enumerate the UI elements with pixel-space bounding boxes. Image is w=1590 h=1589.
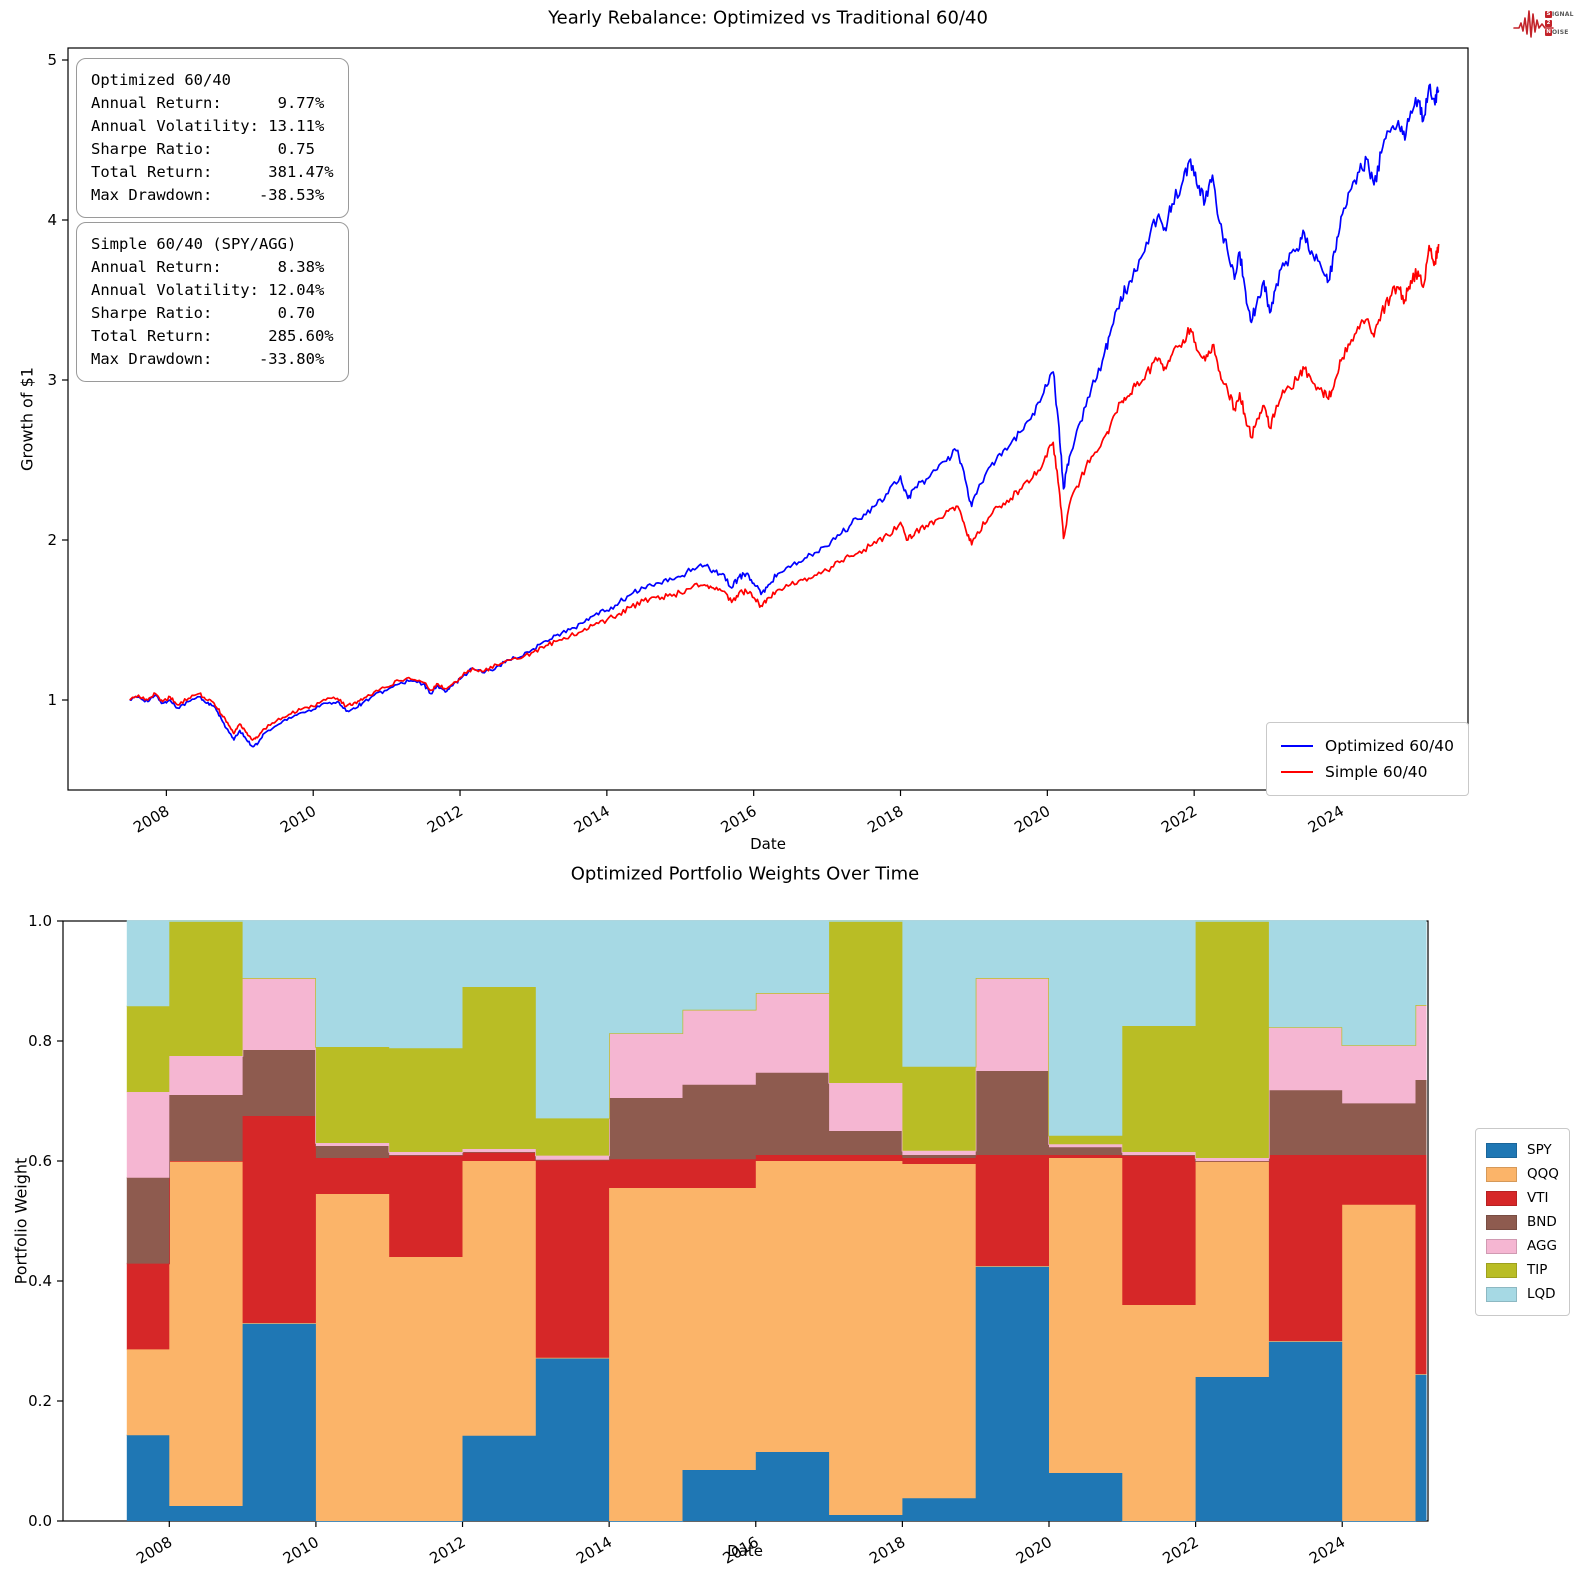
chart1-xtick-label-2022: 2022 [1158,802,1200,837]
logo-letter-2: 2 [1545,19,1552,27]
chart1-ytick-label-4: 4 [47,211,57,229]
area-agg [126,978,1427,1178]
waveform-icon [1513,10,1554,38]
simple-stats-line-5: Max Drawdown: -33.80% [91,350,325,368]
legend-swatch [1486,1214,1517,1230]
legend-swatch [1486,1142,1517,1158]
area-vti [126,1116,1427,1374]
legend-item-optimized-60-40: Optimized 60/40 [1281,733,1454,759]
signal-2-noise-logo: S IGNAL 2 N OISE [1513,4,1589,44]
chart2-legend: SPY QQQ VTI BND AGG TIP LQD [1475,1128,1570,1316]
chart2-ytick-label-1: 1.0 [28,912,52,930]
line-simple-60-40 [129,243,1440,741]
area-qqq [126,1158,1427,1521]
optimized-stats-box: Optimized 60/40 Annual Return: 9.77% Annua… [76,58,349,218]
chart1-xtick-label-2008: 2008 [130,802,172,837]
legend-swatch [1486,1286,1517,1302]
chart1-x-axis-label: Date [750,835,786,853]
chart2-ytick-label-0: 0.0 [28,1512,52,1530]
legend-item-agg: AGG [1486,1234,1559,1258]
chart1-xtick-label-2012: 2012 [424,802,466,837]
chart1-title: Yearly Rebalance: Optimized vs Tradition… [548,7,988,29]
legend-label: SPY [1527,1142,1552,1158]
legend-item-bnd: BND [1486,1210,1559,1234]
chart2-x-axis-label: Date [727,1542,763,1560]
chart1-xtick-label-2014: 2014 [571,802,613,837]
chart2-xtick-label-2024: 2024 [1306,1533,1348,1568]
chart2-y-axis-label: Portfolio Weight [11,1157,31,1285]
legend-label: Optimized 60/40 [1325,737,1454,755]
legend-label: Simple 60/40 [1325,763,1428,781]
chart2-ytick-label-0.2: 0.2 [28,1392,52,1410]
chart1-ytick-label-3: 3 [47,371,57,389]
chart2-ytick-label-0.8: 0.8 [28,1032,52,1050]
legend-item-vti: VTI [1486,1186,1559,1210]
chart1-xtick-label-2016: 2016 [718,802,760,837]
legend-label: TIP [1527,1262,1548,1278]
chart1-ytick-label-1: 1 [47,691,57,709]
chart2-xtick-label-2008: 2008 [133,1533,175,1568]
simple-stats-box: Simple 60/40 (SPY/AGG) Annual Return: 8.3… [76,222,349,382]
legend-swatch [1281,745,1313,747]
simple-stats-line-2: Annual Volatility: 12.04% [91,281,325,299]
legend-swatch [1486,1238,1517,1254]
simple-stats-line-3: Sharpe Ratio: 0.70 [91,304,315,322]
chart2-xtick-label-2012: 2012 [426,1533,468,1568]
chart2-xtick-label-2022: 2022 [1160,1533,1202,1568]
legend-label: AGG [1527,1238,1557,1254]
chart2-xtick-label-2010: 2010 [280,1533,322,1568]
chart1-xtick-label-2020: 2020 [1011,802,1053,837]
legend-swatch [1486,1166,1517,1182]
simple-stats-line-1: Annual Return: 8.38% [91,258,325,276]
legend-swatch [1486,1262,1517,1278]
legend-label: QQQ [1527,1166,1559,1182]
logo-letter-s: S [1545,10,1552,18]
optimized-stats-line-3: Sharpe Ratio: 0.75 [91,140,315,158]
legend-item-simple-60-40: Simple 60/40 [1281,759,1454,785]
area-spy [126,1266,1427,1521]
chart2-ytick-label-0.6: 0.6 [28,1152,52,1170]
chart2-title: Optimized Portfolio Weights Over Time [570,863,920,885]
legend-item-spy: SPY [1486,1138,1559,1162]
chart1-xtick-label-2010: 2010 [277,802,319,837]
line-optimized-60-40 [129,83,1440,748]
chart1-ytick-label-2: 2 [47,531,57,549]
chart1-plot-border [67,47,1469,791]
legend-item-tip: TIP [1486,1258,1559,1282]
optimized-stats-line-2: Annual Volatility: 13.11% [91,117,325,135]
optimized-stats-line-5: Max Drawdown: -38.53% [91,186,325,204]
area-bnd [126,1050,1427,1264]
legend-swatch [1486,1190,1517,1206]
legend-label: LQD [1527,1286,1556,1302]
chart2-xtick-label-2014: 2014 [573,1533,615,1568]
chart2-xtick-label-2020: 2020 [1013,1533,1055,1568]
area-lqd [126,921,1427,1136]
legend-label: VTI [1527,1190,1549,1206]
chart2-ytick-label-0.4: 0.4 [28,1272,52,1290]
simple-stats-line-4: Total Return: 285.60% [91,327,334,345]
chart1-ytick-label-5: 5 [47,51,57,69]
chart1-legend: Optimized 60/40 Simple 60/40 [1266,722,1469,796]
legend-label: BND [1527,1214,1557,1230]
simple-stats-line-0: Simple 60/40 (SPY/AGG) [91,235,297,253]
optimized-stats-line-0: Optimized 60/40 [91,71,231,89]
legend-item-lqd: LQD [1486,1282,1559,1306]
chart2-xtick-label-2018: 2018 [866,1533,908,1568]
logo-letter-n: N [1545,28,1552,36]
area-tip [126,921,1427,1158]
legend-swatch [1281,771,1313,773]
optimized-stats-line-1: Annual Return: 9.77% [91,94,325,112]
logo-wordmark: S IGNAL 2 N OISE [1545,10,1574,36]
chart1-xtick-label-2024: 2024 [1305,802,1347,837]
chart1-y-axis-label: Growth of $1 [17,367,37,471]
optimized-stats-line-4: Total Return: 381.47% [91,163,334,181]
legend-item-qqq: QQQ [1486,1162,1559,1186]
chart1-xtick-label-2018: 2018 [864,802,906,837]
